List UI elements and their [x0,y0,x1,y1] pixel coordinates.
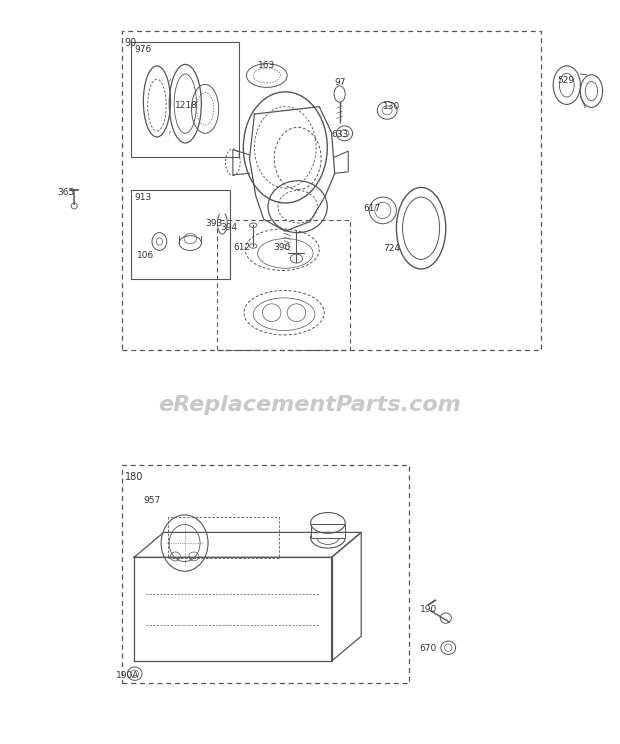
Bar [311,524,345,539]
Text: 130: 130 [383,102,400,111]
Bar [122,465,409,683]
Text: 190: 190 [420,606,437,615]
Text: 97: 97 [334,78,345,88]
Text: eReplacementParts.com: eReplacementParts.com [159,395,461,415]
Bar [167,517,278,558]
Text: 529: 529 [557,76,574,86]
Text: 394: 394 [221,223,237,232]
Bar [218,220,350,350]
Text: 106: 106 [136,251,154,260]
Text: 390: 390 [273,243,291,252]
Text: 163: 163 [258,61,275,71]
Text: 670: 670 [420,644,437,653]
Bar [131,190,230,279]
Text: 90: 90 [125,39,137,48]
Text: 365: 365 [58,188,75,197]
Text: 180: 180 [125,472,143,482]
Text: 393: 393 [206,219,223,228]
Text: 913: 913 [134,193,151,202]
Text: 724: 724 [384,245,401,254]
Text: 957: 957 [143,496,161,504]
Text: 633: 633 [331,130,348,139]
Text: 190A: 190A [116,671,140,681]
Text: 617: 617 [363,205,380,214]
Bar [122,31,541,350]
Text: 612: 612 [234,243,250,252]
Bar [131,42,239,157]
Text: 1218: 1218 [175,100,198,109]
Text: 976: 976 [134,45,151,54]
